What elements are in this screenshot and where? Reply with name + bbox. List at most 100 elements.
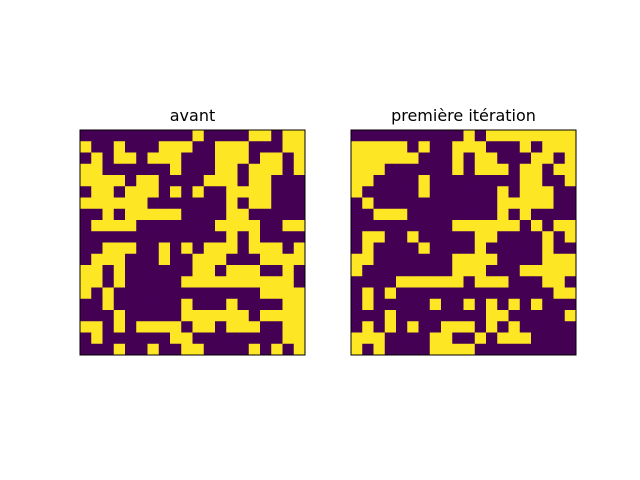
heatmap-cell <box>102 186 115 198</box>
heatmap-cell <box>102 265 115 277</box>
heatmap-cell <box>407 175 419 187</box>
heatmap-cell <box>215 220 227 232</box>
heatmap-cell <box>396 310 408 322</box>
heatmap-cell <box>564 208 577 221</box>
heatmap-cell <box>282 208 295 221</box>
heatmap-cell <box>497 321 509 333</box>
heatmap-cell <box>125 175 137 187</box>
heatmap-cell <box>203 208 216 221</box>
heatmap-cell <box>373 276 386 288</box>
heatmap-cell <box>282 231 295 243</box>
heatmap-cell <box>158 152 171 165</box>
heatmap-cell <box>282 332 295 345</box>
heatmap-cell <box>542 310 554 322</box>
heatmap-cell <box>508 197 521 210</box>
heatmap-cell <box>564 186 577 198</box>
heatmap-cell <box>136 265 148 277</box>
heatmap-cell <box>248 197 261 210</box>
heatmap-cell <box>429 141 442 153</box>
heatmap-cell <box>396 186 408 198</box>
heatmap-cell <box>497 231 509 243</box>
heatmap-cell <box>80 186 92 198</box>
heatmap-cell <box>418 310 431 322</box>
heatmap-cell <box>192 175 205 187</box>
heatmap-cell <box>418 265 431 277</box>
heatmap-cell <box>91 208 103 221</box>
heatmap-cell <box>203 242 216 255</box>
heatmap-cell <box>553 242 566 255</box>
heatmap-cell <box>158 253 171 266</box>
heatmap-cell <box>508 141 521 153</box>
heatmap-cell <box>248 186 261 198</box>
heatmap-cell <box>531 130 543 142</box>
heatmap-cell <box>418 197 431 210</box>
heatmap-cell <box>429 310 442 322</box>
heatmap-cell <box>181 287 193 300</box>
heatmap-cell <box>125 310 137 322</box>
heatmap-cell <box>463 253 476 266</box>
heatmap-cell <box>429 152 442 165</box>
heatmap-cell <box>519 231 532 243</box>
heatmap-cell <box>248 220 261 232</box>
heatmap-cell <box>373 253 386 266</box>
heatmap-cell <box>553 332 566 345</box>
heatmap-cell <box>170 253 182 266</box>
heatmap-cell <box>125 321 137 333</box>
heatmap-cell <box>125 253 137 266</box>
heatmap-cell <box>486 152 498 165</box>
heatmap-cell <box>192 163 205 176</box>
heatmap-cell <box>542 231 554 243</box>
heatmap-cell <box>564 310 577 322</box>
heatmap-cell <box>203 276 216 288</box>
heatmap-cell <box>542 175 554 187</box>
heatmap-cell <box>396 197 408 210</box>
heatmap-cell <box>271 332 283 345</box>
heatmap-cell <box>351 141 363 153</box>
heatmap-cell <box>429 208 442 221</box>
heatmap-cell <box>396 253 408 266</box>
heatmap-cell <box>181 265 193 277</box>
heatmap-cell <box>486 197 498 210</box>
heatmap-cell <box>102 276 115 288</box>
heatmap-cell <box>519 287 532 300</box>
heatmap-cell <box>362 231 374 243</box>
heatmap-cell <box>237 321 250 333</box>
heatmap-cell <box>497 197 509 210</box>
heatmap-cell <box>158 130 171 142</box>
heatmap-cell <box>351 130 363 142</box>
heatmap-cell <box>542 265 554 277</box>
heatmap-cell <box>293 253 306 266</box>
heatmap-cell <box>441 231 453 243</box>
heatmap-cell <box>91 276 103 288</box>
heatmap-cell <box>497 332 509 345</box>
heatmap-cell <box>192 253 205 266</box>
heatmap-cell <box>282 242 295 255</box>
heatmap-cell <box>497 141 509 153</box>
heatmap-cell <box>181 175 193 187</box>
heatmap-cell <box>215 276 227 288</box>
heatmap-cell <box>474 141 487 153</box>
heatmap-cell <box>170 310 182 322</box>
heatmap-cell <box>542 321 554 333</box>
heatmap-cell <box>282 310 295 322</box>
heatmap-cell <box>136 141 148 153</box>
heatmap-cell <box>248 332 261 345</box>
heatmap-cell <box>553 208 566 221</box>
heatmap-cell <box>452 343 464 356</box>
heatmap-cell <box>226 332 238 345</box>
heatmap-cell <box>91 175 103 187</box>
heatmap-cell <box>147 343 160 356</box>
heatmap-cell <box>564 220 577 232</box>
heatmap-cell <box>271 208 283 221</box>
heatmap-cell <box>192 197 205 210</box>
heatmap-cell <box>564 130 577 142</box>
heatmap-cell <box>384 242 397 255</box>
heatmap-cell <box>463 175 476 187</box>
heatmap-cell <box>553 130 566 142</box>
heatmap-cell <box>508 163 521 176</box>
heatmap-cell <box>237 186 250 198</box>
heatmap-cell <box>215 152 227 165</box>
heatmap-cell <box>215 242 227 255</box>
heatmap-cell <box>362 276 374 288</box>
heatmap-cell <box>293 186 306 198</box>
